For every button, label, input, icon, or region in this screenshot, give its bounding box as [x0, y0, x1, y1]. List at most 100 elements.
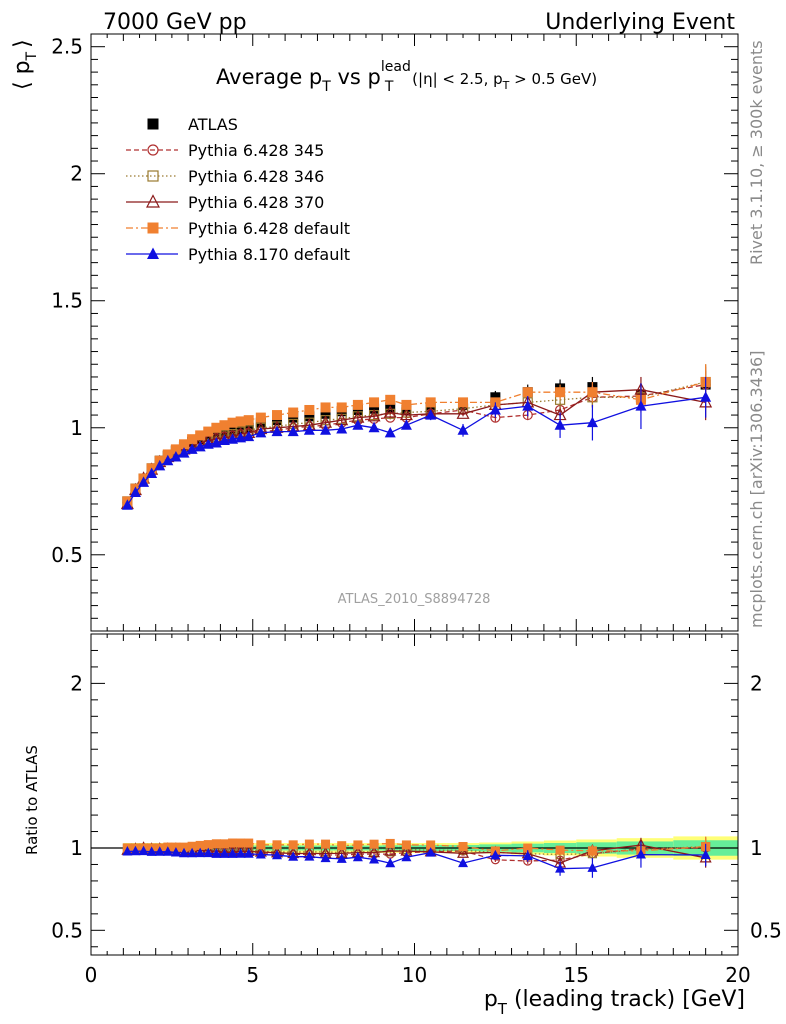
series-5-ratio-point: [587, 862, 598, 872]
series-4-ratio-point: [426, 840, 436, 850]
y-axis-label: ⟨ pT⟩: [10, 39, 40, 90]
ratio-panel: 0 5 10 15 200.5 0.51 12 2 Ratio to ATLAS: [23, 633, 782, 987]
series-4-point: [320, 402, 331, 413]
series-0-point: [203, 431, 214, 442]
series-5-point: [255, 426, 267, 438]
series-4-ratio-point: [321, 839, 331, 849]
mcplots-label: mcplots.cern.ch [arXiv:1306.3436]: [747, 351, 766, 628]
ratio-y-tick-label: 1: [70, 836, 83, 860]
series-3-point: [367, 409, 381, 422]
series-5-ratio-line: [127, 850, 706, 870]
ratio-y-tick-label-right: 0.5: [750, 918, 782, 942]
main-panel: 0.5 1 1.5 2 2.5 Average pT vs plead T (|η| < …: [10, 33, 739, 632]
series-4-point: [195, 430, 206, 441]
series-5-point: [129, 486, 141, 498]
series-5-point: [425, 409, 437, 420]
series-5-point: [384, 426, 396, 438]
series-4-ratio-point: [288, 840, 298, 850]
series-4-ratio-point: [458, 841, 468, 851]
series-4-ratio-point: [236, 838, 246, 848]
series-4-point: [425, 397, 436, 408]
series-4-point: [555, 387, 566, 398]
legend-label-5: Pythia 8.170 default: [188, 245, 350, 264]
series-5-ratio-point: [336, 853, 347, 863]
series-5-ratio-point: [255, 848, 266, 859]
series-4-ratio-point: [353, 840, 363, 850]
series-5-point: [368, 421, 380, 433]
series-4-point: [304, 404, 315, 415]
series-5-ratio-point: [490, 849, 501, 860]
series-5-point: [586, 416, 598, 428]
series-0-point: [304, 411, 315, 422]
rivet-label: Rivet 3.1.10, ≥ 300k events: [747, 40, 766, 265]
ratio-y-axis-label: Ratio to ATLAS: [23, 745, 41, 855]
legend: ATLAS Pythia 6.428 345 Pythia 6.428 346 Pyt…: [126, 115, 350, 264]
series-5-point: [522, 400, 534, 411]
series-5-point: [457, 424, 469, 435]
series-4-point: [288, 407, 299, 418]
series-5-point: [146, 467, 158, 478]
series-5-point: [138, 476, 150, 487]
series-4-point: [352, 399, 363, 410]
x-tick-label: 0: [85, 963, 98, 987]
series-5-ratio-point: [187, 847, 198, 858]
series-5-point: [320, 424, 332, 435]
legend-marker-1: [147, 144, 159, 156]
series-5-point: [121, 499, 133, 510]
series-5-ratio-point: [179, 847, 190, 858]
series-4-ratio-point: [555, 845, 565, 855]
series-5-ratio-point: [195, 847, 206, 858]
series-4-point: [170, 444, 181, 455]
series-5-point: [352, 419, 364, 430]
series-4-line: [126, 381, 706, 502]
legend-label-3: Pythia 6.428 370: [188, 193, 324, 212]
series-4-ratio-point: [385, 838, 395, 848]
series-4-ratio-point: [219, 839, 229, 849]
series-4-point: [227, 417, 238, 428]
series-5-ratio-point: [243, 848, 254, 858]
ratio-frame: [90, 633, 739, 956]
ratio-y-tick-label: 0.5: [51, 918, 83, 942]
series-5-ratio-point: [304, 851, 315, 861]
series-5-point: [227, 433, 239, 444]
series-5-ratio-point: [522, 850, 533, 860]
series-4-ratio-point: [337, 841, 347, 851]
series-5-ratio-point: [211, 848, 222, 858]
legend-marker-4: [147, 222, 159, 234]
series-5-ratio-point: [203, 847, 214, 858]
series-4-ratio-line: [127, 842, 706, 852]
series-4-ratio-point: [304, 839, 314, 849]
plot-title: Average pT vs plead T (|η| < 2.5, pT > 0.…: [216, 59, 597, 95]
series-5-point: [154, 459, 166, 471]
series-4-ratio-point: [203, 840, 213, 850]
series-4-point: [255, 412, 266, 423]
series-4-point: [203, 426, 214, 437]
legend-label-1: Pythia 6.428 345: [188, 141, 324, 160]
series-5-ratio-point: [458, 857, 469, 868]
series-5-ratio-point: [401, 851, 412, 862]
series-5-point: [202, 438, 214, 449]
series-5-point: [235, 431, 247, 443]
series-5-point: [400, 419, 412, 430]
series-4-point: [211, 422, 222, 433]
ratio-y-tick-label: 2: [70, 671, 83, 695]
legend-label-0: ATLAS: [188, 115, 238, 134]
series-5-ratio-point: [154, 846, 165, 856]
series-5-ratio-point: [425, 847, 436, 857]
series-3-ratio-point: [457, 846, 470, 858]
header-energy-label: 7000 GeV pp: [103, 10, 247, 35]
series-4-point: [235, 416, 246, 427]
series-5-point: [635, 400, 647, 411]
header-process-label: Underlying Event: [545, 10, 735, 35]
x-tick-label: 20: [725, 963, 750, 987]
series-5-ratio-point: [219, 848, 230, 858]
series-4-point: [522, 387, 533, 398]
series-0-point: [320, 408, 331, 419]
series-5-ratio-point: [227, 848, 238, 858]
series-0-point: [490, 392, 501, 403]
series-4-ratio-point: [244, 838, 254, 848]
series-5-point: [336, 423, 348, 434]
series-5-point: [243, 430, 255, 442]
legend-marker-5: [147, 247, 159, 259]
series-5-ratio-point: [272, 849, 283, 860]
